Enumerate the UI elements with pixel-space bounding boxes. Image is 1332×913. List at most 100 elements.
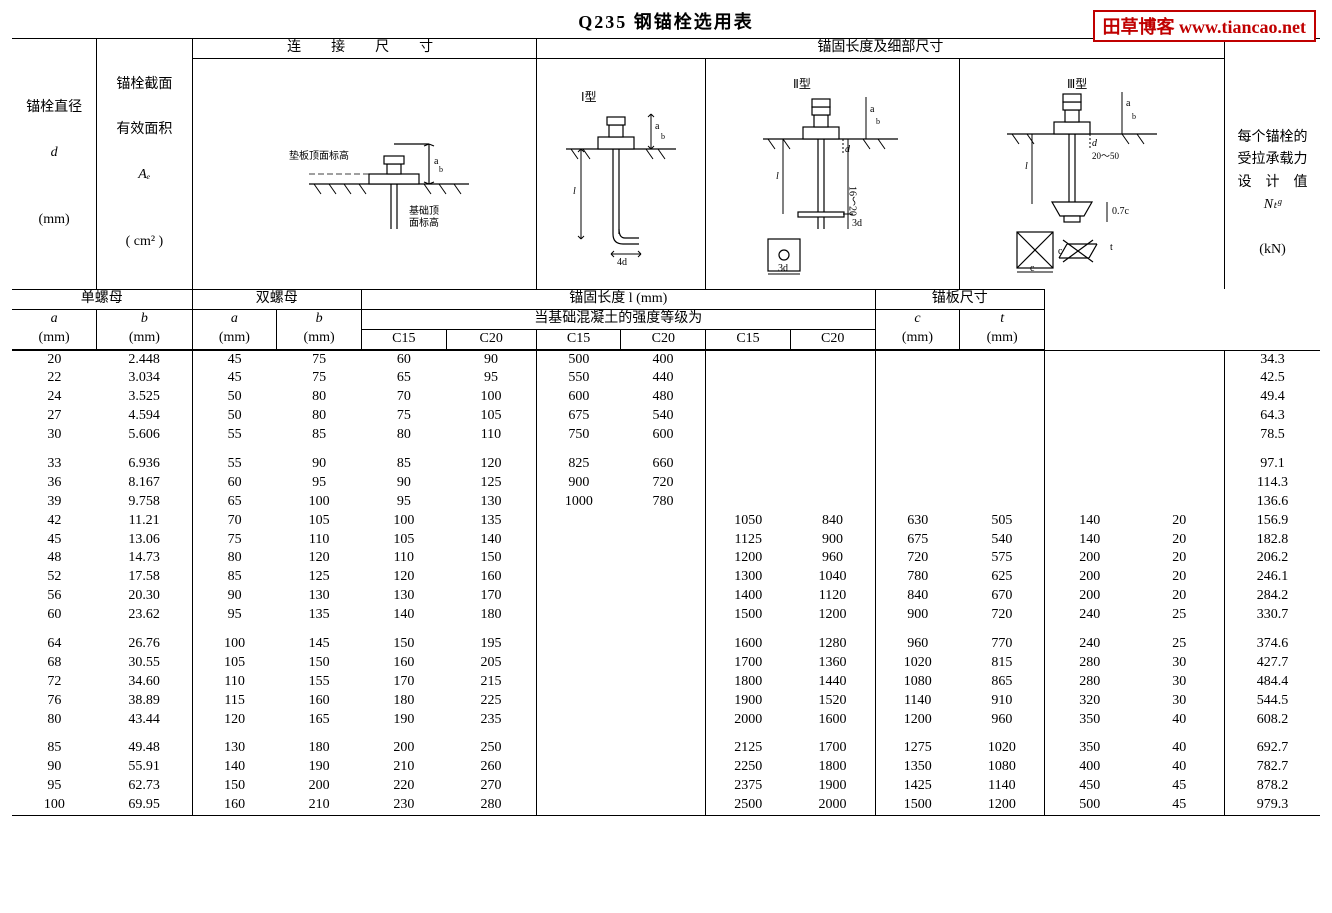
cell-l1_c15 (536, 549, 621, 568)
cell-l3_c15: 675 (875, 531, 960, 550)
cell-sa: 130 (192, 739, 277, 758)
cell-Nt: 374.6 (1225, 635, 1320, 654)
cell-l1_c20 (621, 654, 706, 673)
cell-Nt: 246.1 (1225, 568, 1320, 587)
cell-l2_c15: 2500 (706, 796, 791, 815)
cell-Ae: 2.448 (97, 350, 192, 369)
cell-sa: 45 (192, 350, 277, 369)
cell-db: 120 (446, 455, 536, 474)
cell-l2_c20: 900 (790, 531, 875, 550)
cell-d: 68 (12, 654, 97, 673)
cell-sb: 80 (277, 388, 362, 407)
cell-d: 36 (12, 474, 97, 493)
cell-t: 20 (1135, 531, 1225, 550)
cell-sa: 160 (192, 796, 277, 815)
cell-db: 90 (446, 350, 536, 369)
cell-t: 45 (1135, 796, 1225, 815)
cell-l3_c20: 575 (960, 549, 1045, 568)
cell-Nt: 330.7 (1225, 606, 1320, 625)
table-row: 6426.76100145150195160012809607702402537… (12, 635, 1320, 654)
cell-l2_c20 (790, 369, 875, 388)
cell-t (1135, 407, 1225, 426)
cell-db: 150 (446, 549, 536, 568)
cell-d: 72 (12, 673, 97, 692)
cell-t (1135, 426, 1225, 445)
cell-Ae: 8.167 (97, 474, 192, 493)
cell-l3_c15: 1200 (875, 711, 960, 730)
svg-text:4d: 4d (617, 257, 627, 268)
svg-text:3d: 3d (852, 218, 862, 229)
cell-l2_c15 (706, 493, 791, 512)
cell-sa: 65 (192, 493, 277, 512)
cell-l2_c15: 2125 (706, 739, 791, 758)
cell-l2_c15: 1400 (706, 587, 791, 606)
cell-c: 240 (1045, 606, 1135, 625)
cell-t: 30 (1135, 673, 1225, 692)
cell-Ae: 38.89 (97, 692, 192, 711)
cell-Ae: 17.58 (97, 568, 192, 587)
table-row: 5620.30901301301701400112084067020020284… (12, 587, 1320, 606)
cell-sb: 105 (277, 512, 362, 531)
cell-da: 85 (361, 455, 446, 474)
cell-l3_c15 (875, 388, 960, 407)
cell-l1_c20 (621, 692, 706, 711)
cell-l1_c15 (536, 692, 621, 711)
cell-da: 220 (361, 777, 446, 796)
cell-da: 190 (361, 711, 446, 730)
svg-text:d: d (1092, 138, 1098, 149)
cell-da: 80 (361, 426, 446, 445)
cell-d: 42 (12, 512, 97, 531)
cell-sb: 100 (277, 493, 362, 512)
cell-db: 140 (446, 531, 536, 550)
cell-da: 200 (361, 739, 446, 758)
cell-da: 105 (361, 531, 446, 550)
cell-sa: 55 (192, 455, 277, 474)
cell-t (1135, 474, 1225, 493)
cell-Ae: 5.606 (97, 426, 192, 445)
cell-Nt: 979.3 (1225, 796, 1320, 815)
cell-c: 200 (1045, 549, 1135, 568)
cell-c: 140 (1045, 512, 1135, 531)
diagram-connection: 垫板顶面标高 a b 基础顶 面标高 (193, 74, 536, 274)
cell-sa: 110 (192, 673, 277, 692)
cell-db: 270 (446, 777, 536, 796)
table-row: 274.59450807510567554064.3 (12, 407, 1320, 426)
cell-db: 160 (446, 568, 536, 587)
cell-l1_c15 (536, 635, 621, 654)
cell-Ae: 34.60 (97, 673, 192, 692)
cell-sb: 135 (277, 606, 362, 625)
cell-l2_c20: 1600 (790, 711, 875, 730)
cell-l3_c15: 1350 (875, 758, 960, 777)
cell-Ae: 3.525 (97, 388, 192, 407)
cell-sb: 145 (277, 635, 362, 654)
cell-db: 195 (446, 635, 536, 654)
cell-l3_c20 (960, 426, 1045, 445)
cell-sa: 120 (192, 711, 277, 730)
col-ae-sym: Aₑ (97, 164, 191, 186)
cell-l3_c15: 900 (875, 606, 960, 625)
cell-sa: 90 (192, 587, 277, 606)
cell-Nt: 156.9 (1225, 512, 1320, 531)
cell-l2_c20: 1440 (790, 673, 875, 692)
table-row: 9055.91140190210260225018001350108040040… (12, 758, 1320, 777)
cell-l3_c20 (960, 474, 1045, 493)
cell-t (1135, 455, 1225, 474)
cell-l1_c15: 825 (536, 455, 621, 474)
cell-Ae: 62.73 (97, 777, 192, 796)
cell-sb: 95 (277, 474, 362, 493)
cell-l2_c15: 1700 (706, 654, 791, 673)
cell-Ae: 49.48 (97, 739, 192, 758)
cell-sa: 60 (192, 474, 277, 493)
cell-l3_c20: 505 (960, 512, 1045, 531)
sub-double-nut: 双螺母 (192, 289, 361, 309)
cell-l1_c15 (536, 512, 621, 531)
col-d-label: 锚栓直径 (12, 97, 96, 119)
svg-text:a: a (870, 104, 875, 115)
cell-c: 240 (1045, 635, 1135, 654)
cell-l3_c20 (960, 350, 1045, 369)
table-row: 10069.9516021023028025002000150012005004… (12, 796, 1320, 815)
svg-text:c: c (1030, 263, 1035, 274)
cell-l1_c15 (536, 777, 621, 796)
cell-l3_c15 (875, 455, 960, 474)
cell-d: 60 (12, 606, 97, 625)
